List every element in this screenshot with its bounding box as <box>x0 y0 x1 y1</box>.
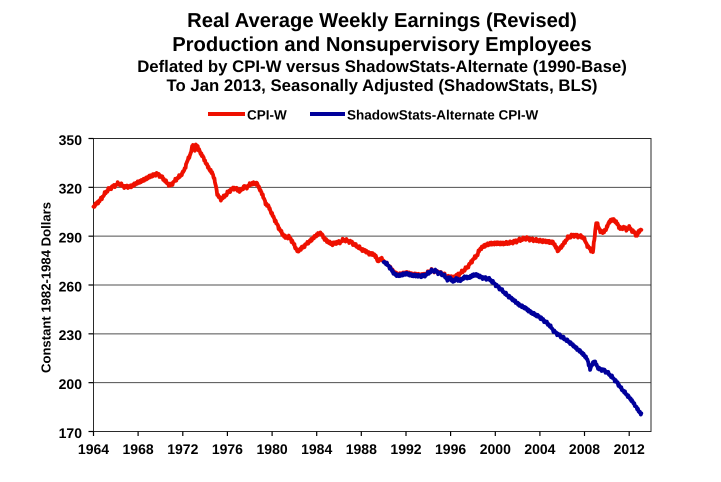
svg-text:2012: 2012 <box>614 441 645 457</box>
svg-text:2004: 2004 <box>524 441 555 457</box>
svg-text:CPI-W: CPI-W <box>247 107 287 122</box>
svg-text:1992: 1992 <box>390 441 421 457</box>
svg-text:Deflated by CPI-W versus Shado: Deflated by CPI-W versus ShadowStats-Alt… <box>137 57 627 76</box>
svg-text:1996: 1996 <box>435 441 466 457</box>
svg-text:ShadowStats-Alternate CPI-W: ShadowStats-Alternate CPI-W <box>347 107 539 122</box>
svg-text:290: 290 <box>59 230 83 246</box>
svg-text:Production and Nonsupervisory: Production and Nonsupervisory Employees <box>172 34 592 56</box>
svg-text:1964: 1964 <box>78 441 109 457</box>
svg-text:1968: 1968 <box>123 441 154 457</box>
svg-text:230: 230 <box>59 327 83 343</box>
svg-text:1976: 1976 <box>212 441 243 457</box>
svg-text:260: 260 <box>59 278 83 294</box>
svg-text:2008: 2008 <box>569 441 600 457</box>
svg-text:Real Average Weekly Earnings (: Real Average Weekly Earnings (Revised) <box>187 10 577 32</box>
svg-text:1972: 1972 <box>167 441 198 457</box>
svg-text:170: 170 <box>59 425 83 441</box>
svg-text:To Jan 2013, Seasonally Adjust: To Jan 2013, Seasonally Adjusted (Shadow… <box>167 76 598 95</box>
svg-text:200: 200 <box>59 376 83 392</box>
svg-text:1988: 1988 <box>346 441 377 457</box>
svg-text:320: 320 <box>59 181 83 197</box>
svg-text:1980: 1980 <box>257 441 288 457</box>
svg-text:1984: 1984 <box>301 441 332 457</box>
svg-text:Constant 1982-1984 Dollars: Constant 1982-1984 Dollars <box>39 202 54 373</box>
svg-text:2000: 2000 <box>480 441 511 457</box>
svg-text:350: 350 <box>59 132 83 148</box>
